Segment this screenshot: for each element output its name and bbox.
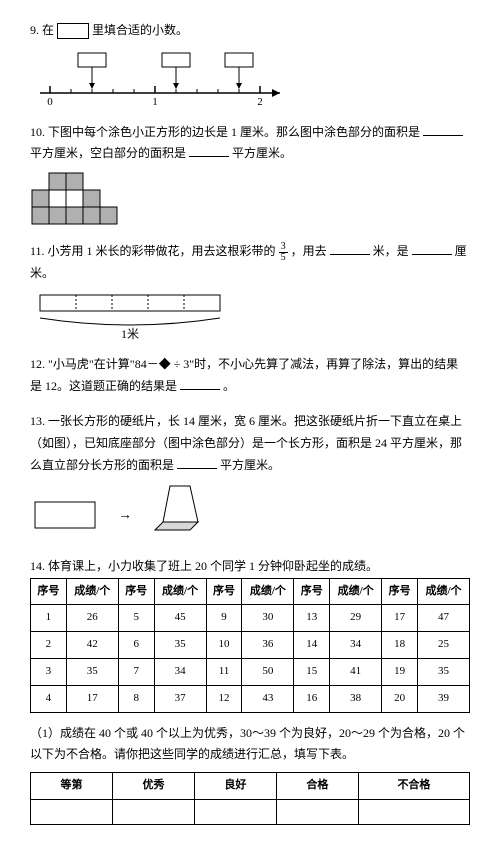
- q11-fraction: 35: [279, 242, 288, 263]
- question-14: 14. 体育课上，小力收集了班上 20 个同学 1 分钟仰卧起坐的成绩。 序号成…: [30, 556, 470, 825]
- table-row: 12654593013291747: [31, 605, 470, 632]
- answer-box-3: [225, 53, 253, 89]
- q14-data-table: 序号成绩/个序号成绩/个序号成绩/个序号成绩/个序号成绩/个 126545930…: [30, 578, 470, 713]
- summary-header: 不合格: [358, 772, 469, 799]
- q12-blank[interactable]: [180, 377, 220, 390]
- q11-c: 米，是: [373, 244, 409, 258]
- tick-2: 2: [257, 96, 263, 108]
- q14-summary-text: （1）成绩在 40 个或 40 个以上为优秀，30～39 个为良好，20～29 …: [30, 723, 470, 766]
- answer-box-1: [78, 53, 106, 89]
- q10-a: 10. 下图中每个涂色小正方形的边长是 1 厘米。那么图中涂色部分的面积是: [30, 125, 420, 139]
- table-row: 335734115015411935: [31, 659, 470, 686]
- tick-1: 1: [152, 96, 158, 108]
- summary-header: 等第: [31, 772, 113, 799]
- question-10: 10. 下图中每个涂色小正方形的边长是 1 厘米。那么图中涂色部分的面积是 平方…: [30, 122, 470, 227]
- table-header: 成绩/个: [66, 578, 118, 605]
- q11-b: ，用去: [291, 244, 327, 258]
- q10-blank-1[interactable]: [423, 123, 463, 136]
- ribbon-label: 1米: [121, 327, 139, 340]
- q10-grid: [30, 171, 470, 227]
- table-header: 序号: [206, 578, 242, 605]
- question-13: 13. 一张长方形的硬纸片，长 14 厘米，宽 6 厘米。把这张硬纸片折一下直立…: [30, 411, 470, 542]
- table-row: 417837124316382039: [31, 685, 470, 712]
- q9-numberline: 0 1 2: [30, 48, 470, 108]
- q9-blank-box[interactable]: [57, 23, 89, 39]
- summary-header: 合格: [276, 772, 358, 799]
- tick-0: 0: [47, 96, 53, 108]
- q13-blank[interactable]: [177, 456, 217, 469]
- table-header: 序号: [294, 578, 330, 605]
- q13-figure: →: [30, 482, 470, 542]
- q11-ribbon: 1米: [30, 290, 470, 340]
- question-11: 11. 小芳用 1 米长的彩带做花，用去这根彩带的 35 ，用去 米，是 厘米。…: [30, 241, 470, 340]
- q10-blank-2[interactable]: [189, 144, 229, 157]
- summary-header: 优秀: [112, 772, 194, 799]
- q11-blank-1[interactable]: [330, 242, 370, 255]
- question-9: 9. 在 里填合适的小数。 0 1 2: [30, 20, 470, 108]
- q14-summary-table: 等第优秀良好合格不合格: [30, 772, 470, 825]
- table-header: 序号: [31, 578, 67, 605]
- q12-b: 。: [223, 379, 235, 393]
- svg-text:→: →: [118, 508, 132, 523]
- table-header: 序号: [118, 578, 154, 605]
- table-header: 成绩/个: [242, 578, 294, 605]
- q11-a: 11. 小芳用 1 米长的彩带做花，用去这根彩带的: [30, 244, 276, 258]
- summary-header: 良好: [194, 772, 276, 799]
- q12-a: 12. "小马虎"在计算"84－◆ ÷ 3"时，不小心先算了减法，再算了除法，算…: [30, 357, 458, 393]
- table-header: 成绩/个: [330, 578, 382, 605]
- table-row: 242635103614341825: [31, 632, 470, 659]
- q9-prefix: 9. 在: [30, 23, 54, 37]
- table-header: 序号: [382, 578, 418, 605]
- q14-intro: 14. 体育课上，小力收集了班上 20 个同学 1 分钟仰卧起坐的成绩。: [30, 556, 470, 578]
- q13-b: 平方厘米。: [220, 458, 280, 472]
- q11-blank-2[interactable]: [412, 242, 452, 255]
- question-12: 12. "小马虎"在计算"84－◆ ÷ 3"时，不小心先算了减法，再算了除法，算…: [30, 354, 470, 397]
- table-header: 成绩/个: [154, 578, 206, 605]
- answer-box-2: [162, 53, 190, 89]
- q10-b: 平方厘米，空白部分的面积是: [30, 146, 186, 160]
- q9-suffix: 里填合适的小数。: [92, 23, 188, 37]
- table-header: 成绩/个: [417, 578, 469, 605]
- q10-c: 平方厘米。: [232, 146, 292, 160]
